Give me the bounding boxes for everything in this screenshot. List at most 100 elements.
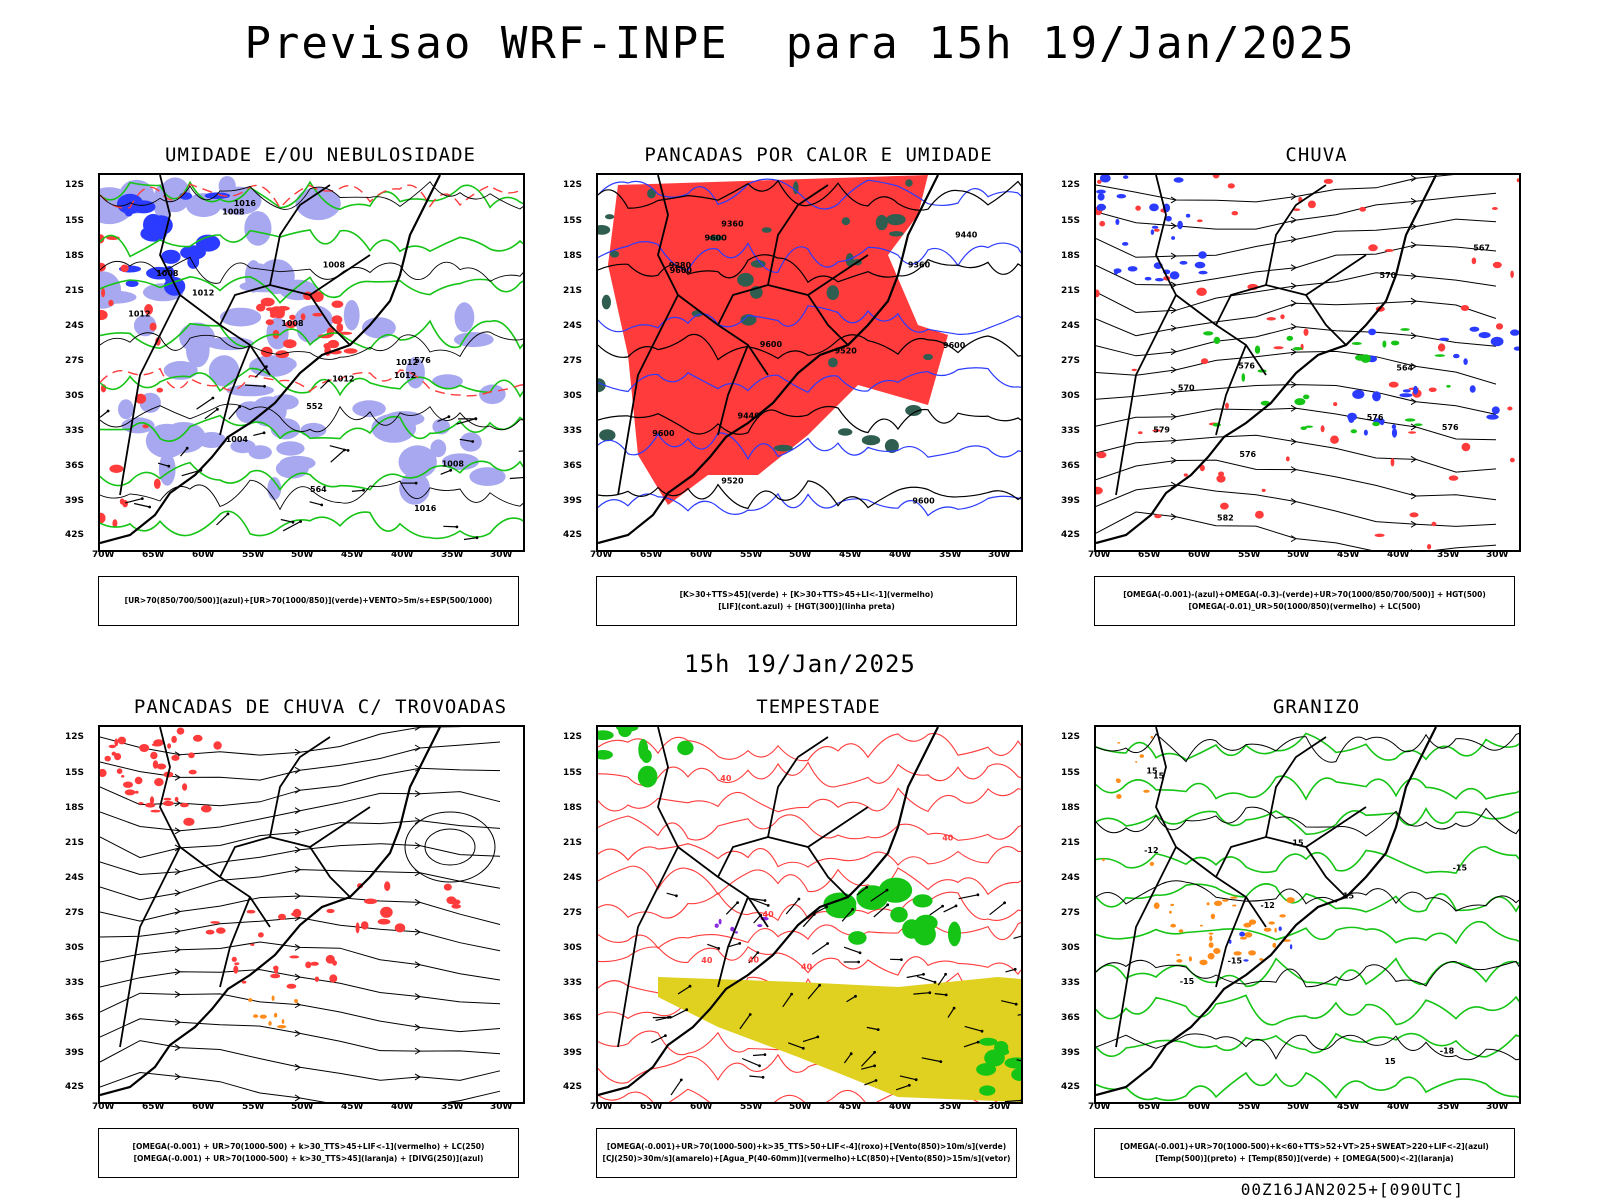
contour-label: 9520 [721,476,744,485]
streamline-arrow [1170,437,1177,444]
wind850-green-area [879,892,909,901]
wind-vector [843,1053,852,1064]
wind-vector [747,897,766,902]
instability-green-area [884,439,899,453]
rain-red-area [1266,317,1276,321]
humidity-mid-area [163,361,198,380]
lon-tick-label: 55W [740,550,763,560]
storm-red-area [182,783,188,791]
hail-blue-area [1228,939,1232,944]
contour-label: 582 [1217,514,1234,523]
wind-vector [509,476,523,480]
legend-line: [LIF](cont.azul) + [HGT(300)](linha pret… [718,602,895,611]
rain-blue-area [1510,329,1519,336]
storm-red-area [384,881,391,892]
map-frame: 1012 1008 1008 1008 1004 1008 1012 1012 1008 1012… [98,173,525,552]
wind-vector [443,525,457,528]
rain-green-area [1372,421,1380,427]
rain-red-area [1374,533,1385,537]
rain-red-area [1199,464,1205,472]
contour-label: 15 [1385,1057,1397,1066]
lat-tick-label: 36S [563,461,583,471]
contour-label: 1016 [414,504,437,513]
wind-vector-head [140,497,144,500]
legend-line: [OMEGA(-0.001)-(azul)+OMEGA(-0.3)-(verde… [1123,590,1486,599]
lon-tick-label: 40W [1387,550,1410,560]
streamline-arrow [174,1044,181,1052]
humidity-mid-area [244,260,263,293]
streamline-arrow [414,727,421,731]
lon-tick-label: 45W [1337,550,1360,560]
contour-label: 1012 [192,289,214,298]
panel-title: UMIDADE E/OU NEBULOSIDADE [165,144,476,166]
legend-line: [OMEGA(-0.001) + UR>70(1000-500) + k>30_… [133,1154,484,1163]
instability-green-area [605,214,615,220]
storm-orange-area [271,995,275,1001]
panel-title: CHUVA [1285,144,1348,166]
contour-label: 1008 [222,208,245,217]
wind-vector [937,973,947,986]
instability-green-area [845,253,854,267]
instability-green-area [601,294,611,310]
border-line [119,294,181,496]
contour-label: 15 [1153,771,1165,780]
rain-blue-area [1491,406,1500,415]
instability-green-area [599,429,616,442]
streamline-arrow [174,991,181,998]
humidity-mid-area [270,418,301,440]
streamline-arrow [174,968,181,976]
wind-vector [753,914,762,924]
instability-green-area [889,231,904,237]
wind-vector-head [763,1053,767,1056]
storm-red-area [154,778,164,787]
contour-label: 564 [1396,364,1413,373]
wind-vector-head [944,972,947,976]
lat-tick-label: 42S [1061,530,1081,540]
temp500-contour [1096,806,1519,837]
wind-vector-head [873,1050,876,1054]
temp500-contour [1096,959,1519,988]
wind-vector [958,894,979,900]
lon-tick-label: 50W [789,550,812,560]
streamline-arrow [294,1063,301,1071]
rain-red-area [1154,514,1162,519]
lat-tick-label: 21S [65,838,85,848]
omega-orange-area [1199,924,1203,927]
streamline-arrow [1410,332,1417,340]
run-label: 00Z16JAN2025+[090UTC] [1240,1180,1464,1199]
streamline-arrow [294,766,301,774]
rain-red-area [1510,270,1514,278]
instability-green-area [886,214,906,226]
lat-tick-label: 18S [563,251,583,261]
lat-tick-label: 15S [65,216,85,226]
lat-tick-label: 24S [1061,873,1081,883]
wind-vector [947,1007,955,1018]
humidity-red-area [300,313,306,321]
lat-tick-label: 33S [1061,978,1081,988]
lon-tick-label: 55W [242,1102,265,1112]
border-line [1215,344,1247,436]
contour-label: 1016 [234,199,257,208]
legend-box: [K>30+TTS>45](verde) + [K>30+TTS>45+LI<-… [596,576,1017,626]
lat-tick-label: 27S [65,356,85,366]
humidity-mid-area [294,305,333,336]
rain-blue-area [1352,389,1365,399]
rain-red-area [1510,457,1515,463]
rain-blue-area [1469,385,1476,393]
wind-vector [873,904,889,918]
wind-vector [351,489,364,492]
temp850-contour [1096,806,1519,836]
pressure-contour [100,331,523,360]
humidity-red-area [336,323,344,333]
lat-tick-label: 30S [65,391,85,401]
humidity-blue-area [204,192,231,199]
rain-green-area [1351,342,1362,345]
rain-blue-area [1490,336,1504,347]
instability-green-area [647,188,656,199]
streamline [100,767,501,807]
rain-blue-area [1155,278,1164,282]
streamline-arrow [414,898,421,906]
rain-green-area [1213,336,1221,344]
temp850-contour [1096,1071,1519,1102]
